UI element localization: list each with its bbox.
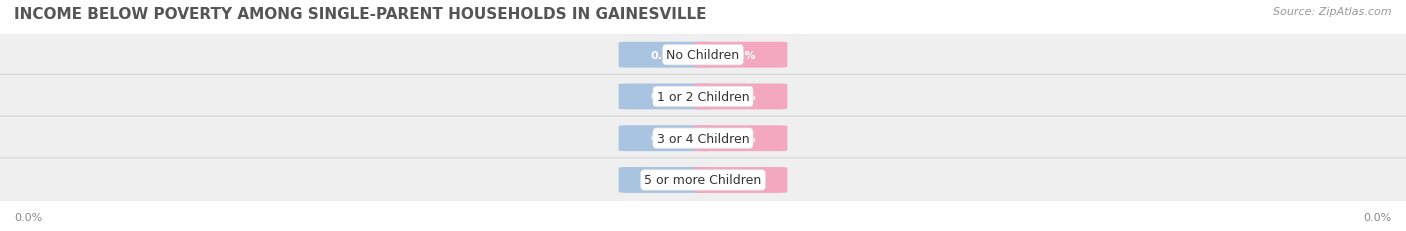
- Text: 0.0%: 0.0%: [650, 92, 681, 102]
- Text: 0.0%: 0.0%: [14, 212, 42, 222]
- FancyBboxPatch shape: [619, 167, 713, 193]
- FancyBboxPatch shape: [693, 43, 787, 68]
- Text: 0.0%: 0.0%: [725, 175, 756, 185]
- Text: 0.0%: 0.0%: [725, 50, 756, 61]
- Text: 5 or more Children: 5 or more Children: [644, 174, 762, 187]
- Text: No Children: No Children: [666, 49, 740, 62]
- FancyBboxPatch shape: [619, 126, 713, 152]
- Text: 1 or 2 Children: 1 or 2 Children: [657, 91, 749, 103]
- Text: 3 or 4 Children: 3 or 4 Children: [657, 132, 749, 145]
- FancyBboxPatch shape: [619, 84, 713, 110]
- FancyBboxPatch shape: [693, 126, 787, 152]
- FancyBboxPatch shape: [0, 75, 1406, 119]
- FancyBboxPatch shape: [619, 43, 713, 68]
- Text: 0.0%: 0.0%: [1364, 212, 1392, 222]
- FancyBboxPatch shape: [693, 167, 787, 193]
- Text: 0.0%: 0.0%: [725, 92, 756, 102]
- Text: 0.0%: 0.0%: [650, 134, 681, 144]
- FancyBboxPatch shape: [693, 84, 787, 110]
- FancyBboxPatch shape: [0, 158, 1406, 202]
- Text: Source: ZipAtlas.com: Source: ZipAtlas.com: [1274, 7, 1392, 17]
- Text: INCOME BELOW POVERTY AMONG SINGLE-PARENT HOUSEHOLDS IN GAINESVILLE: INCOME BELOW POVERTY AMONG SINGLE-PARENT…: [14, 7, 707, 22]
- FancyBboxPatch shape: [0, 33, 1406, 77]
- Text: 0.0%: 0.0%: [725, 134, 756, 144]
- Text: 0.0%: 0.0%: [650, 175, 681, 185]
- Text: 0.0%: 0.0%: [650, 50, 681, 61]
- FancyBboxPatch shape: [0, 117, 1406, 161]
